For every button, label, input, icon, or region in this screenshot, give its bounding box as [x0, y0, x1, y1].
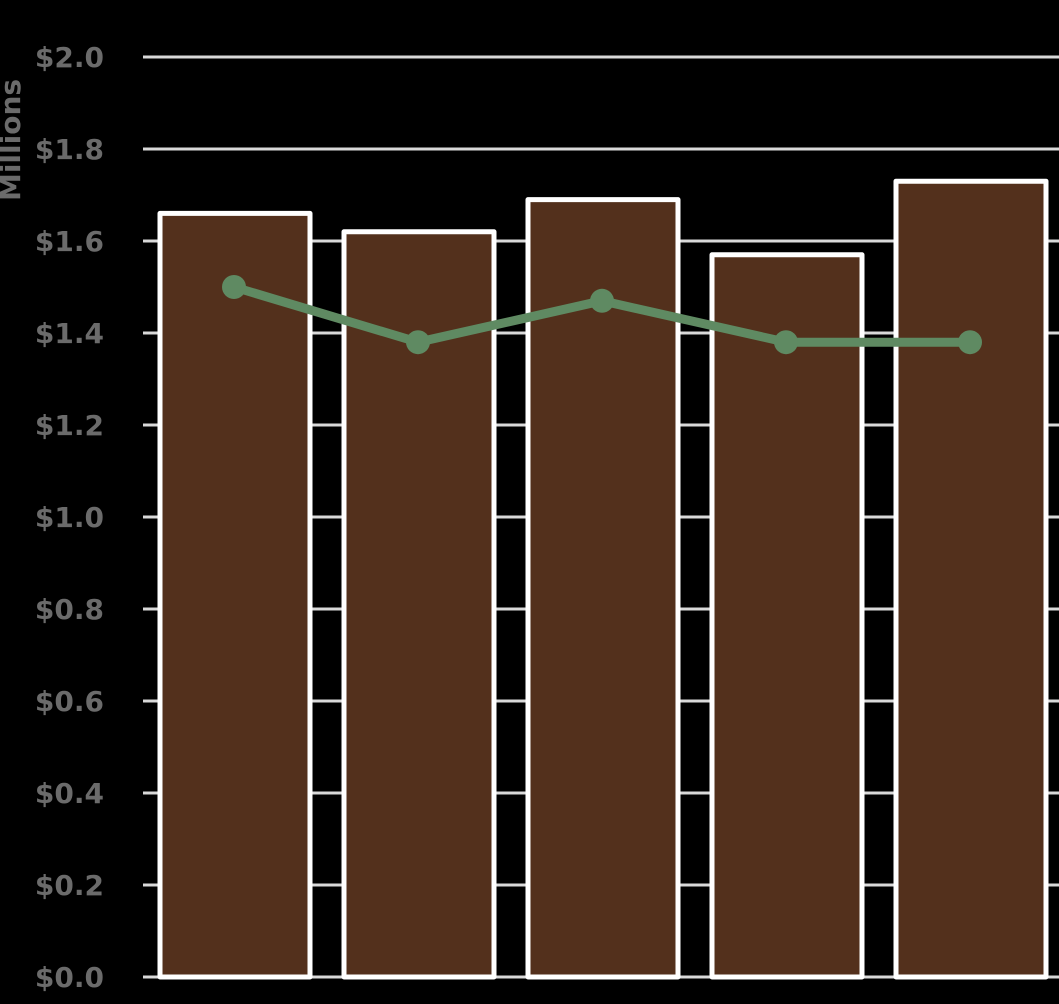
- y-tick-label: $1.8: [35, 133, 104, 166]
- y-axis-title: Millions: [0, 79, 27, 201]
- y-tick-label: $2.0: [35, 41, 104, 74]
- y-tick-label: $0.6: [35, 685, 104, 718]
- bar: [709, 252, 865, 980]
- y-axis-tick-labels: $0.0 $0.2 $0.4 $0.6 $0.8 $1.0 $1.2 $1.4 $1.6 $1.8…: [35, 41, 104, 994]
- line-point: [774, 330, 798, 355]
- bar: [525, 197, 681, 980]
- y-tick-label: $0.8: [35, 593, 104, 626]
- bar-series: [157, 178, 1049, 980]
- y-tick-label: $1.6: [35, 225, 104, 258]
- y-tick-label: $0.4: [35, 777, 104, 810]
- line-point: [590, 288, 614, 313]
- y-tick-label: $1.2: [35, 409, 104, 442]
- y-tick-label: $1.0: [35, 501, 104, 534]
- y-tick-label: $0.0: [35, 961, 104, 994]
- bar: [893, 178, 1049, 980]
- line-point: [958, 330, 982, 355]
- line-point: [222, 275, 246, 299]
- y-tick-label: $1.4: [35, 317, 104, 350]
- bar: [157, 210, 313, 980]
- y-tick-label: $0.2: [35, 869, 104, 902]
- line-series: [222, 275, 982, 355]
- line-point: [406, 330, 430, 355]
- bar: [341, 229, 497, 980]
